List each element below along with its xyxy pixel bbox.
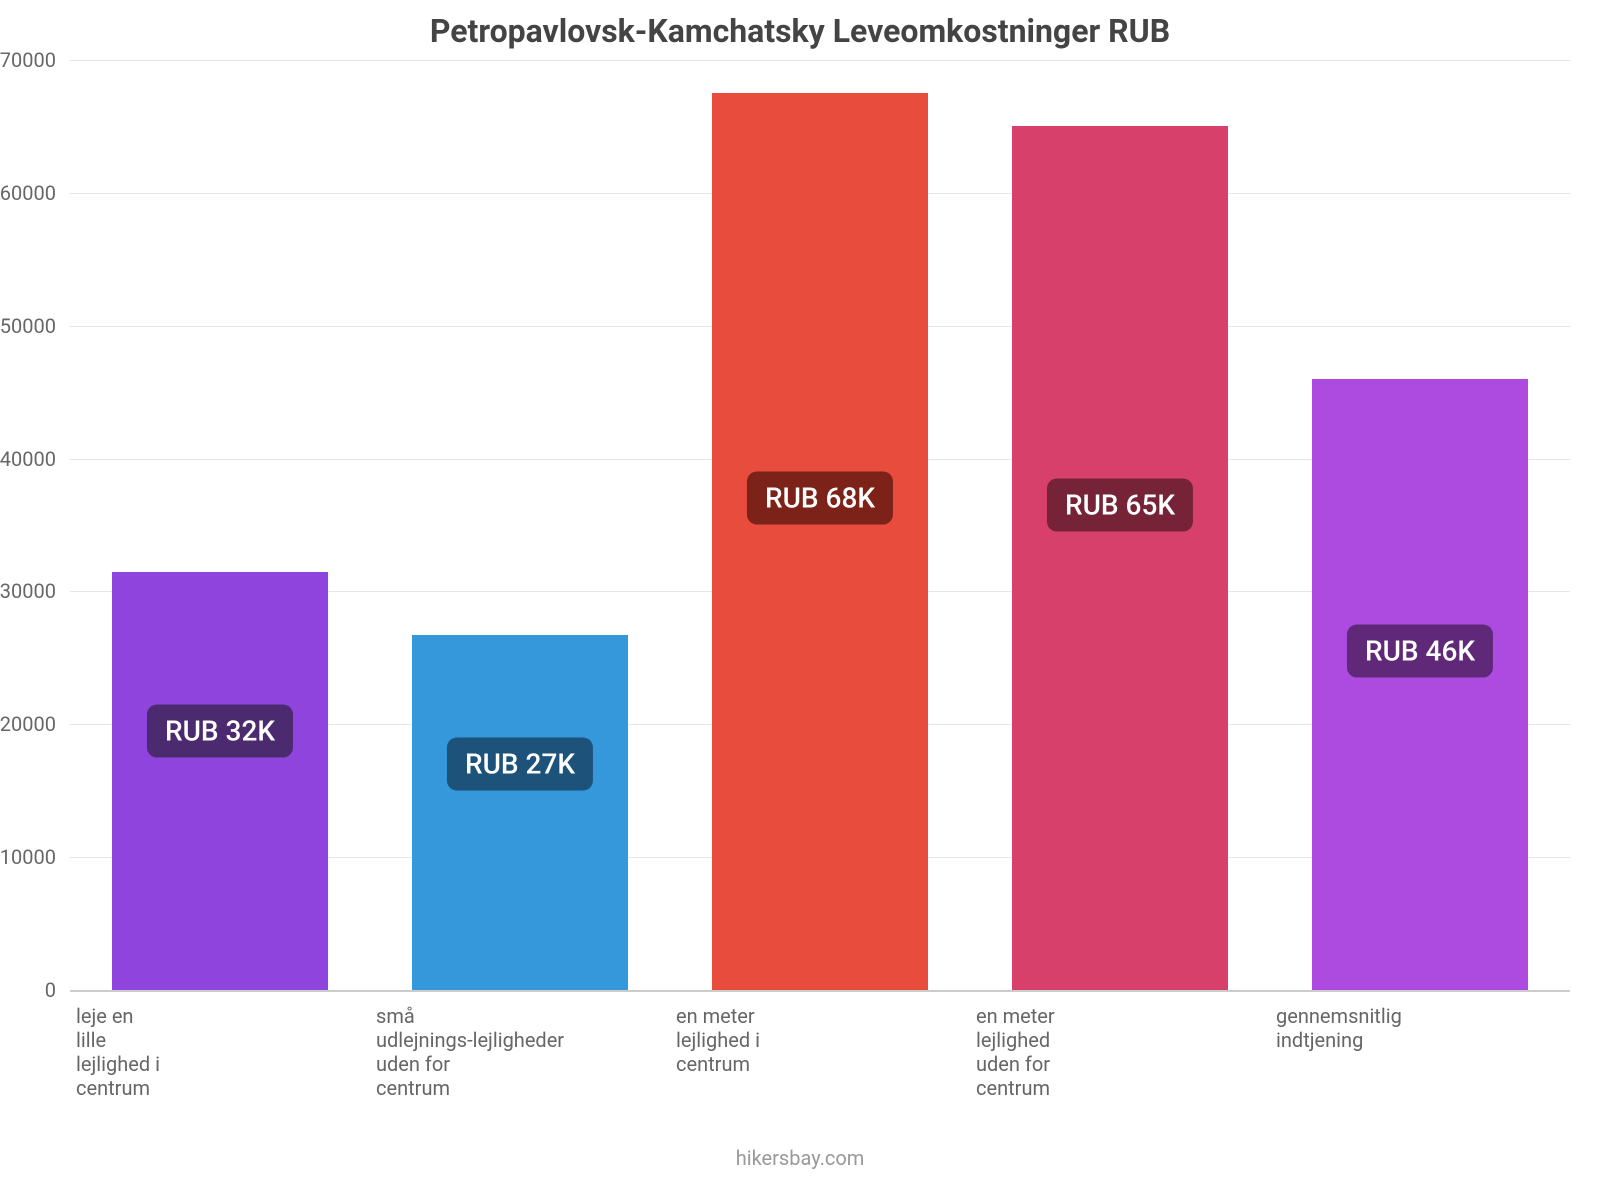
source-credit: hikersbay.com — [0, 1146, 1600, 1170]
x-axis-labels: leje enlillelejlighed icentrumsmåudlejni… — [70, 990, 1570, 1100]
x-tick-label: leje enlillelejlighed icentrum — [70, 990, 370, 1100]
bar-value-label: RUB 27K — [447, 738, 593, 791]
bar-value-label: RUB 46K — [1347, 625, 1493, 678]
bar-value-label: RUB 32K — [147, 704, 293, 757]
bar — [712, 93, 928, 990]
x-tick-label: småudlejnings-lejlighederuden forcentrum — [370, 990, 670, 1100]
plot-area: 010000200003000040000500006000070000 RUB… — [70, 60, 1570, 992]
x-tick-label: en meterlejligheduden forcentrum — [970, 990, 1270, 1100]
x-tick-label: gennemsnitligindtjening — [1270, 990, 1570, 1100]
bar-value-label: RUB 68K — [747, 472, 893, 525]
y-tick-label: 30000 — [0, 579, 70, 603]
bar — [1312, 379, 1528, 990]
chart-title: Petropavlovsk-Kamchatsky Leveomkostninge… — [0, 12, 1600, 50]
y-tick-label: 50000 — [0, 314, 70, 338]
chart-container: Petropavlovsk-Kamchatsky Leveomkostninge… — [0, 0, 1600, 1200]
gridline — [70, 60, 1570, 61]
y-tick-label: 40000 — [0, 447, 70, 471]
y-tick-label: 0 — [45, 978, 70, 1002]
bar — [1012, 126, 1228, 990]
y-tick-label: 70000 — [0, 48, 70, 72]
y-tick-label: 20000 — [0, 712, 70, 736]
bar — [412, 635, 628, 990]
x-tick-label: en meterlejlighed icentrum — [670, 990, 970, 1100]
y-tick-label: 10000 — [0, 845, 70, 869]
bar-value-label: RUB 65K — [1047, 479, 1193, 532]
bar — [112, 572, 328, 991]
y-tick-label: 60000 — [0, 181, 70, 205]
